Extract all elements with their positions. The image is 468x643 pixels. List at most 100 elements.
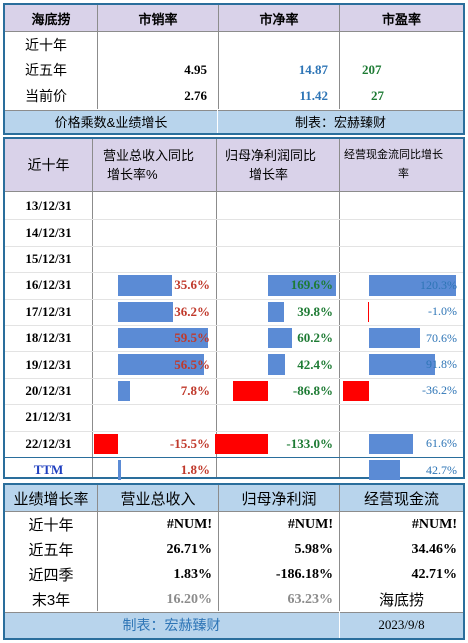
summary-header-row <box>5 485 463 511</box>
summary-header-label: 业绩增长率 <box>13 490 89 508</box>
revenue-bar <box>118 354 204 375</box>
footer-date: 2023/9/8 <box>378 617 425 632</box>
summary-row-label: 末3年 <box>31 592 71 609</box>
netprofit-value: 39.8% <box>297 303 333 319</box>
ttm-row-frame <box>5 457 463 483</box>
row-date: 16/12/31 <box>25 277 72 293</box>
netprofit-value: 60.2% <box>297 330 333 346</box>
netprofit-bar <box>233 380 268 402</box>
cashflow-value: 70.6% <box>426 330 457 345</box>
growth-header-cashflow: 经营现金流同比增长 率 <box>344 149 443 180</box>
cashflow-bar <box>369 460 400 481</box>
revenue-value: 35.6% <box>174 277 210 293</box>
cashflow-value: -1.0% <box>428 304 457 319</box>
summary-cashflow: 42.71% <box>411 566 458 582</box>
valuation-header-company: 海底捞 <box>5 5 97 31</box>
cashflow-bar <box>342 380 369 402</box>
growth-table <box>3 137 465 479</box>
cashflow-value: 120.3% <box>420 277 457 292</box>
netprofit-value: -86.8% <box>292 382 333 398</box>
row-date: 19/12/31 <box>25 356 72 372</box>
growth-header-row <box>5 139 463 191</box>
netprofit-bar <box>268 354 285 375</box>
revenue-bar <box>118 275 173 296</box>
footer-author: 制表：宏赫臻财 <box>122 617 221 633</box>
pe-5y: 207 <box>362 62 382 77</box>
cashflow-bar <box>369 328 420 349</box>
summary-revenue: 26.71% <box>166 541 213 557</box>
row-date: 15/12/31 <box>25 250 72 266</box>
revenue-value: 1.8% <box>180 462 210 478</box>
revenue-value: 7.8% <box>180 382 210 398</box>
pb-5y: 14.87 <box>298 62 328 77</box>
summary-row-label: 近四季 <box>28 567 74 584</box>
summary-header-netprofit: 归母净利润 <box>241 490 317 508</box>
revenue-value: 36.2% <box>174 303 210 319</box>
row-date: 20/12/31 <box>25 382 72 398</box>
revenue-value: -15.5% <box>169 435 210 451</box>
summary-row-label: 近五年 <box>28 542 74 559</box>
revenue-bar <box>118 301 174 322</box>
netprofit-value: 169.6% <box>290 277 333 293</box>
summary-row-label: 近十年 <box>28 517 74 534</box>
cashflow-value: 61.6% <box>426 436 457 451</box>
summary-table <box>3 483 465 640</box>
cashflow-bar <box>369 433 414 454</box>
banner-title: 价格乘数&业绩增长 <box>54 115 168 130</box>
pe-current: 27 <box>371 88 384 103</box>
summary-company: 海底捞 <box>378 592 424 609</box>
cashflow-bar <box>367 301 369 322</box>
growth-header-netprofit: 归母净利润同比 增长率 <box>225 148 317 182</box>
valuation-header-pb: 市净率 <box>219 5 339 31</box>
revenue-bar <box>118 460 121 481</box>
netprofit-value: 42.4% <box>297 356 333 372</box>
cashflow-value: 42.7% <box>426 462 457 477</box>
revenue-bar <box>118 328 209 349</box>
row-date: 21/12/31 <box>25 409 72 425</box>
summary-cashflow: 34.46% <box>411 541 458 557</box>
ps-current: 2.76 <box>184 88 207 103</box>
revenue-value: 59.5% <box>174 330 210 346</box>
summary-revenue: 1.83% <box>173 566 213 582</box>
valuation-row-label: 近五年 <box>25 62 67 78</box>
valuation-banner <box>5 110 463 133</box>
ttm-label: TTM <box>33 462 64 478</box>
revenue-bar <box>94 433 118 454</box>
cashflow-bar <box>369 354 436 375</box>
pb-current: 11.42 <box>299 88 328 103</box>
growth-header-period: 近十年 <box>27 157 70 173</box>
netprofit-bar <box>268 301 284 322</box>
cashflow-bar <box>369 275 456 296</box>
valuation-table <box>3 3 465 135</box>
row-date: 18/12/31 <box>25 330 72 346</box>
summary-netprofit: #NUM! <box>287 516 333 532</box>
netprofit-value: -133.0% <box>286 435 333 451</box>
cashflow-value: 91.8% <box>426 357 457 372</box>
summary-netprofit: 5.98% <box>294 541 334 557</box>
banner-author: 制表：宏赫臻财 <box>294 115 386 130</box>
summary-netprofit: 63.23% <box>287 591 334 607</box>
valuation-row-label: 当前价 <box>25 88 67 104</box>
summary-revenue: 16.20% <box>166 591 213 607</box>
summary-revenue: #NUM! <box>166 516 212 532</box>
netprofit-bar <box>268 328 293 349</box>
growth-header-revenue: 营业总收入同比 增长率% <box>103 148 195 182</box>
revenue-value: 56.5% <box>174 356 210 372</box>
revenue-bar <box>118 380 130 402</box>
row-date: 22/12/31 <box>25 435 72 451</box>
cashflow-value: -36.2% <box>422 383 457 398</box>
valuation-header-pe: 市盈率 <box>340 5 463 31</box>
valuation-row-label: 近十年 <box>25 37 67 53</box>
row-date: 13/12/31 <box>25 198 72 214</box>
netprofit-bar <box>214 433 268 454</box>
ps-5y: 4.95 <box>184 62 207 77</box>
summary-netprofit: -186.18% <box>275 566 333 582</box>
valuation-header-ps: 市销率 <box>98 5 218 31</box>
row-date: 14/12/31 <box>25 224 72 240</box>
summary-cashflow: #NUM! <box>411 516 457 532</box>
summary-header-revenue: 营业总收入 <box>120 490 196 508</box>
summary-footer <box>5 612 463 638</box>
row-date: 17/12/31 <box>25 303 72 319</box>
summary-header-cashflow: 经营现金流 <box>363 490 439 508</box>
netprofit-bar <box>268 275 336 296</box>
